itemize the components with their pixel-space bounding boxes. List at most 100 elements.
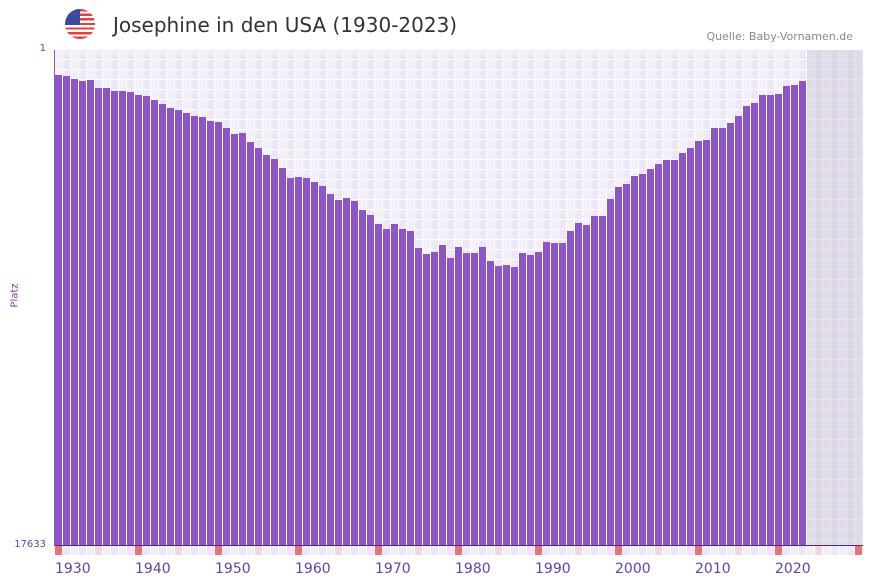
bar-1989[interactable] xyxy=(527,255,534,545)
bar-1939[interactable] xyxy=(127,92,134,545)
bar-2008[interactable] xyxy=(679,153,686,545)
bar-1954[interactable] xyxy=(247,142,254,545)
bar-1963[interactable] xyxy=(319,186,326,545)
bar-2002[interactable] xyxy=(631,176,638,545)
bar-1948[interactable] xyxy=(199,117,206,545)
bar-1960[interactable] xyxy=(295,177,302,545)
bar-2005[interactable] xyxy=(655,164,662,545)
bar-2013[interactable] xyxy=(719,128,726,545)
bar-1955[interactable] xyxy=(255,148,262,545)
bar-2018[interactable] xyxy=(759,95,766,545)
bar-2020[interactable] xyxy=(775,94,782,545)
bar-1935[interactable] xyxy=(95,88,102,545)
bar-1995[interactable] xyxy=(575,223,582,545)
bar-2007[interactable] xyxy=(671,160,678,545)
source-link[interactable]: Quelle: Baby-Vornamen.de xyxy=(706,30,853,43)
bar-1950[interactable] xyxy=(215,122,222,545)
bar-2011[interactable] xyxy=(703,140,710,545)
bar-1973[interactable] xyxy=(399,229,406,545)
bar-1978[interactable] xyxy=(439,245,446,545)
y-tick-bottom: 17633 xyxy=(14,539,46,550)
bar-2009[interactable] xyxy=(687,148,694,545)
bar-1969[interactable] xyxy=(367,215,374,545)
bar-1933[interactable] xyxy=(79,81,86,545)
bar-1993[interactable] xyxy=(559,243,566,545)
bar-1938[interactable] xyxy=(119,91,126,545)
bar-1983[interactable] xyxy=(479,247,486,545)
bar-1962[interactable] xyxy=(311,182,318,545)
year-marker-1976 xyxy=(423,546,430,555)
bar-1970[interactable] xyxy=(375,224,382,545)
bar-1931[interactable] xyxy=(63,76,70,545)
bar-1941[interactable] xyxy=(143,96,150,545)
bar-1992[interactable] xyxy=(551,243,558,545)
bar-1943[interactable] xyxy=(159,104,166,545)
bar-2015[interactable] xyxy=(735,116,742,545)
bar-2023[interactable] xyxy=(799,81,806,545)
bar-1937[interactable] xyxy=(111,91,118,545)
bar-1965[interactable] xyxy=(335,200,342,545)
bar-1952[interactable] xyxy=(231,134,238,545)
bar-1947[interactable] xyxy=(191,116,198,545)
bar-1990[interactable] xyxy=(535,252,542,545)
bar-2014[interactable] xyxy=(727,123,734,545)
bar-1972[interactable] xyxy=(391,224,398,545)
bar-1951[interactable] xyxy=(223,128,230,545)
bar-1976[interactable] xyxy=(423,254,430,545)
bar-1959[interactable] xyxy=(287,178,294,545)
bar-1987[interactable] xyxy=(511,267,518,545)
bar-1940[interactable] xyxy=(135,95,142,545)
bar-2017[interactable] xyxy=(751,103,758,545)
bar-1971[interactable] xyxy=(383,229,390,545)
bar-1979[interactable] xyxy=(447,258,454,545)
bar-2004[interactable] xyxy=(647,169,654,545)
bar-1957[interactable] xyxy=(271,159,278,545)
bar-1985[interactable] xyxy=(495,266,502,545)
bar-1961[interactable] xyxy=(303,178,310,545)
bar-1988[interactable] xyxy=(519,253,526,545)
bar-1956[interactable] xyxy=(263,155,270,545)
bar-2016[interactable] xyxy=(743,106,750,545)
bar-1953[interactable] xyxy=(239,133,246,545)
bar-1968[interactable] xyxy=(359,210,366,545)
bar-1981[interactable] xyxy=(463,253,470,545)
bar-1964[interactable] xyxy=(327,194,334,545)
bar-1958[interactable] xyxy=(279,168,286,545)
bar-1997[interactable] xyxy=(591,216,598,545)
bar-1974[interactable] xyxy=(407,231,414,545)
bar-1991[interactable] xyxy=(543,242,550,545)
bar-2000[interactable] xyxy=(615,187,622,545)
bar-1936[interactable] xyxy=(103,88,110,545)
bar-1984[interactable] xyxy=(487,261,494,545)
bar-2021[interactable] xyxy=(783,86,790,545)
bar-2010[interactable] xyxy=(695,141,702,545)
bar-1986[interactable] xyxy=(503,265,510,545)
bar-1946[interactable] xyxy=(183,113,190,545)
bar-1945[interactable] xyxy=(175,110,182,545)
bar-1998[interactable] xyxy=(599,216,606,545)
bar-2019[interactable] xyxy=(767,95,774,545)
bar-1942[interactable] xyxy=(151,100,158,545)
bar-1980[interactable] xyxy=(455,247,462,545)
bar-1996[interactable] xyxy=(583,225,590,545)
bar-1975[interactable] xyxy=(415,248,422,545)
bar-1977[interactable] xyxy=(431,252,438,545)
bar-1966[interactable] xyxy=(343,198,350,545)
bar-1934[interactable] xyxy=(87,80,94,545)
bar-1930[interactable] xyxy=(55,75,62,545)
year-marker-2026 xyxy=(823,546,830,555)
bar-2006[interactable] xyxy=(663,160,670,545)
bar-1999[interactable] xyxy=(607,199,614,545)
bar-2003[interactable] xyxy=(639,174,646,545)
year-marker-1948 xyxy=(199,546,206,555)
bar-2022[interactable] xyxy=(791,85,798,545)
bar-1967[interactable] xyxy=(351,201,358,545)
bar-1982[interactable] xyxy=(471,253,478,545)
bar-1949[interactable] xyxy=(207,121,214,545)
bar-1994[interactable] xyxy=(567,231,574,545)
bar-2001[interactable] xyxy=(623,184,630,545)
bar-1932[interactable] xyxy=(71,78,78,545)
bar-1944[interactable] xyxy=(167,108,174,545)
bar-2012[interactable] xyxy=(711,128,718,545)
year-marker-1961 xyxy=(303,546,310,555)
